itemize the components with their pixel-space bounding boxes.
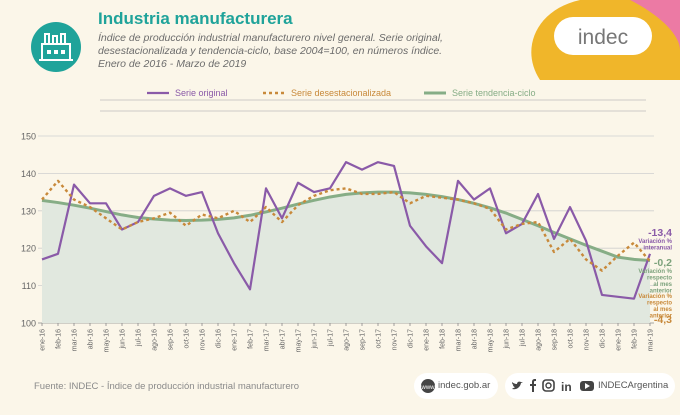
y-tick-label: 110 (22, 281, 36, 291)
x-tick-label: abr-18 (472, 329, 479, 349)
linkedin-icon[interactable]: in (561, 380, 572, 394)
x-tick-label: may-17 (296, 329, 303, 352)
x-tick-label: abr-16 (88, 329, 95, 349)
series-lines (41, 161, 652, 300)
x-tick-label: ene-16 (40, 329, 47, 351)
x-tick-label: mar-17 (264, 329, 271, 351)
x-tick-label: jun-18 (504, 329, 511, 350)
annotation-caption: Variación % (638, 269, 672, 275)
x-tick-label: sep-16 (168, 329, 175, 351)
x-tick-label: feb-18 (440, 329, 447, 349)
x-tick-label: oct-17 (376, 329, 383, 349)
x-tick-label: ago-16 (152, 329, 159, 351)
x-tick-label: abr-17 (280, 329, 287, 349)
y-tick-label: 120 (21, 244, 36, 254)
x-tick-label: feb-17 (248, 329, 255, 349)
x-axis: ene-16 feb-16 mar-16 abr-16 may-16 jun-16 jul-… (40, 323, 655, 352)
page-subtitle: Índice de producción industrial manufact… (98, 32, 458, 71)
legend-label: Serie tendencia-ciclo (452, 88, 536, 98)
logo-text: indec (578, 26, 628, 49)
y-axis: 100 110 120 130 140 150 (21, 132, 36, 329)
x-tick-label: dic-16 (216, 329, 223, 348)
legend: Serie original Serie desestacionalizada Se… (100, 88, 646, 112)
x-tick-label: jun-17 (312, 329, 319, 350)
x-tick-label: ago-18 (536, 329, 543, 351)
x-tick-label: ago-17 (344, 329, 351, 351)
series-original-line (41, 161, 652, 300)
legend-label: Serie desestacionalizada (291, 88, 391, 98)
x-tick-label: dic-18 (600, 329, 607, 348)
y-tick-label: 140 (21, 169, 36, 179)
twitter-icon[interactable] (512, 381, 523, 390)
x-tick-label: jul-16 (136, 329, 143, 347)
annotation-value: -0,2 (654, 257, 672, 269)
factory-icon (31, 22, 81, 72)
annotation-caption: Variación % (638, 294, 672, 300)
subtitle-line: Enero de 2016 - Marzo de 2019 (98, 58, 247, 70)
x-tick-label: dic-17 (408, 329, 415, 348)
y-tick-label: 130 (21, 206, 36, 216)
social-icons: in (512, 379, 594, 394)
annotation-caption: Variación % (638, 239, 672, 245)
source-note: Fuente: INDEC - Índice de producción ind… (34, 381, 300, 392)
social-handle[interactable]: INDECArgentina (598, 380, 669, 391)
x-tick-label: oct-16 (184, 329, 191, 349)
annotation-value: -13,4 (648, 227, 672, 239)
x-tick-label: ene-19 (616, 329, 623, 351)
logo-shape-pink (630, 0, 680, 50)
x-tick-label: feb-19 (632, 329, 639, 349)
x-tick-label: jul-18 (520, 329, 527, 347)
annotation-caption: respecto (647, 276, 672, 282)
x-tick-label: nov-17 (392, 329, 399, 351)
subtitle-line: Índice de producción industrial manufact… (98, 32, 443, 44)
logo-pill (554, 17, 652, 55)
instagram-icon[interactable] (542, 379, 555, 392)
website-link[interactable]: indec.gob.ar (438, 380, 491, 391)
y-tick-label: 100 (21, 319, 36, 329)
y-tick-label: 150 (21, 132, 36, 142)
x-tick-label: nov-16 (200, 329, 207, 351)
annotation-caption: anterior (650, 314, 673, 320)
x-tick-label: sep-18 (552, 329, 559, 351)
x-tick-label: sep-17 (360, 329, 367, 351)
x-tick-label: mar-19 (648, 329, 655, 351)
x-tick-label: ene-17 (232, 329, 239, 351)
x-tick-label: mar-16 (72, 329, 79, 351)
svg-text:www: www (421, 385, 436, 391)
annotation-caption: respecto (647, 301, 672, 307)
annotation-caption: al mes (653, 282, 672, 288)
globe-icon: www (421, 379, 436, 393)
series-tendencia-line (41, 190, 651, 263)
x-tick-label: mar-18 (456, 329, 463, 351)
annotation-caption: anterior (650, 289, 673, 295)
annotation-caption: interanual (643, 246, 672, 252)
x-tick-label: nov-18 (584, 329, 591, 351)
x-tick-label: may-16 (104, 329, 111, 352)
subtitle-line: desestacionalizada y tendencia-ciclo, ba… (98, 45, 443, 57)
annotation-value: -4,3 (654, 314, 672, 326)
legend-label: Serie original (175, 88, 228, 98)
x-tick-label: jun-16 (120, 329, 127, 350)
x-tick-label: feb-16 (56, 329, 63, 349)
x-tick-label: jul-17 (328, 329, 335, 347)
indec-logo: indec (531, 0, 680, 80)
page-title: Industria manufacturera (98, 9, 293, 28)
trend-area (42, 192, 650, 323)
facebook-icon[interactable] (530, 379, 536, 392)
x-tick-label: may-18 (488, 329, 495, 352)
annotation-caption: al mes (653, 307, 672, 313)
x-tick-label: ene-18 (424, 329, 431, 351)
x-tick-label: oct-18 (568, 329, 575, 349)
